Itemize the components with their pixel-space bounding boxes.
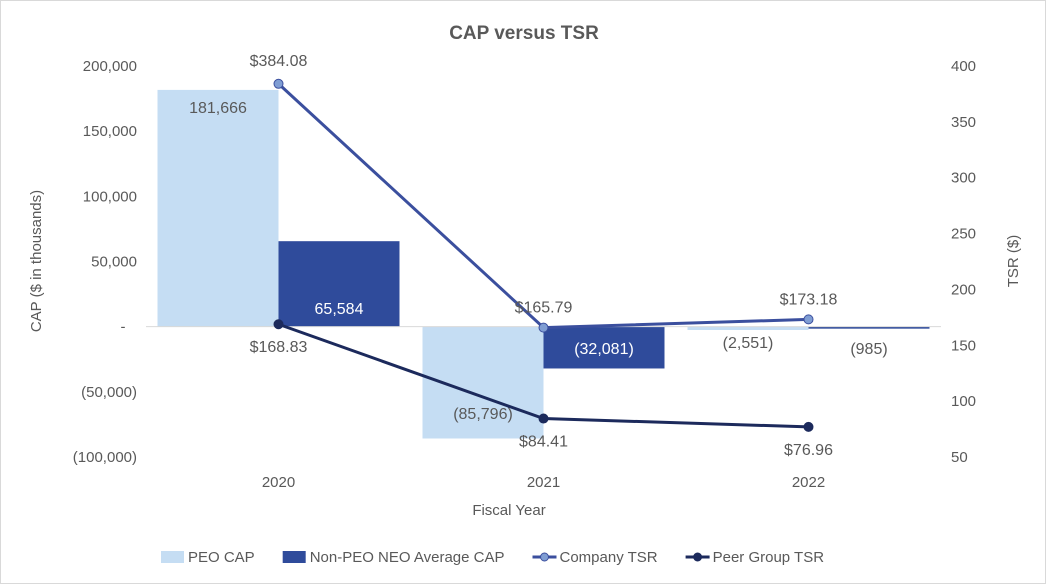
legend-marker <box>693 552 703 562</box>
line-data-label: $384.08 <box>250 53 308 70</box>
bar-data-label: (85,796) <box>453 406 513 423</box>
y2-tick-label: 350 <box>951 114 976 131</box>
y-tick-label: (100,000) <box>73 449 137 466</box>
line-data-label: $173.18 <box>780 291 838 308</box>
y2-tick-label: 200 <box>951 281 976 298</box>
line-data-label: $76.96 <box>784 442 833 459</box>
bar-peo-cap <box>157 89 279 327</box>
x-axis-label: Fiscal Year <box>472 502 545 519</box>
y2-tick-label: 100 <box>951 393 976 410</box>
y-tick-label: - <box>121 319 126 336</box>
legend-label: PEO CAP <box>188 549 255 566</box>
y2-tick-label: 150 <box>951 337 976 354</box>
data-point <box>538 322 549 333</box>
legend-swatch <box>161 551 184 563</box>
bar-data-label: (2,551) <box>723 335 774 352</box>
y-tick-label: 100,000 <box>83 188 137 205</box>
y2-axis-label: TSR ($) <box>1005 235 1022 288</box>
data-point <box>803 421 814 432</box>
bar-non-peo-neo-average-cap <box>543 326 665 369</box>
line-data-label: $84.41 <box>519 434 568 451</box>
bar-data-label: 65,584 <box>315 301 364 318</box>
bar-data-label: 181,666 <box>189 100 247 117</box>
legend-label: Peer Group TSR <box>713 549 825 566</box>
x-tick-label: 2021 <box>527 474 560 491</box>
bar-non-peo-neo-average-cap <box>808 326 930 329</box>
y2-tick-label: 250 <box>951 226 976 243</box>
x-tick-label: 2020 <box>262 474 295 491</box>
y-tick-label: 150,000 <box>83 123 137 140</box>
y2-tick-label: 50 <box>951 449 968 466</box>
legend-label: Company TSR <box>560 549 658 566</box>
x-tick-label: 2022 <box>792 474 825 491</box>
bar-non-peo-neo-average-cap <box>278 241 400 327</box>
data-point <box>803 314 814 325</box>
y2-tick-label: 300 <box>951 170 976 187</box>
legend-label: Non-PEO NEO Average CAP <box>310 549 505 566</box>
line-data-label: $165.79 <box>515 300 573 317</box>
chart-title: CAP versus TSR <box>449 23 599 44</box>
y-tick-label: (50,000) <box>81 384 137 401</box>
data-point <box>273 319 284 330</box>
data-point <box>273 78 284 89</box>
bar-data-label: (32,081) <box>574 341 634 358</box>
y-tick-label: 50,000 <box>91 254 137 271</box>
data-point <box>538 413 549 424</box>
bar-data-label: (985) <box>850 341 887 358</box>
bar-peo-cap <box>687 326 809 330</box>
legend-marker <box>540 552 549 562</box>
y-axis-label: CAP ($ in thousands) <box>28 190 45 332</box>
y2-tick-label: 400 <box>951 58 976 75</box>
legend-swatch <box>282 551 306 563</box>
y-tick-label: 200,000 <box>83 58 137 75</box>
line-data-label: $168.83 <box>250 339 308 356</box>
